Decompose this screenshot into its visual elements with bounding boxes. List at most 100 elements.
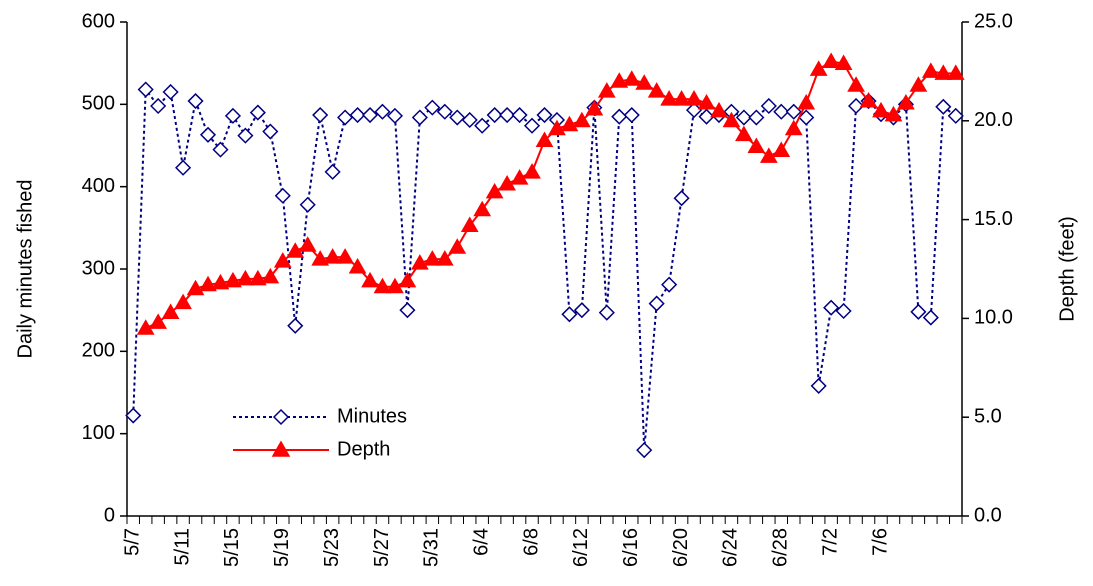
y2-axis-label: Depth (feet) xyxy=(1056,216,1078,322)
marker xyxy=(361,271,379,288)
marker xyxy=(336,248,354,264)
marker xyxy=(274,187,291,204)
x-tick-label: 6/28 xyxy=(770,528,792,567)
y2-tick-label: 0.0 xyxy=(974,504,1002,526)
marker xyxy=(710,101,728,118)
marker xyxy=(672,90,691,106)
x-tick-label: 7/2 xyxy=(819,528,841,556)
marker xyxy=(809,60,828,76)
x-tick-label: 5/15 xyxy=(221,528,243,567)
marker xyxy=(199,275,217,292)
marker xyxy=(411,109,428,126)
legend-label: Depth xyxy=(337,438,390,460)
x-tick-label: 6/20 xyxy=(670,528,692,567)
marker xyxy=(847,76,865,92)
marker xyxy=(386,107,404,124)
marker xyxy=(697,94,716,110)
marker xyxy=(399,302,416,319)
marker xyxy=(236,269,255,286)
marker xyxy=(698,108,715,125)
marker xyxy=(910,303,927,320)
marker xyxy=(859,92,878,108)
marker xyxy=(460,216,479,233)
marker xyxy=(535,131,554,148)
marker xyxy=(187,92,204,110)
marker xyxy=(398,271,417,288)
marker xyxy=(536,106,553,124)
y-tick-label: 100 xyxy=(82,422,115,444)
marker xyxy=(884,105,903,122)
marker xyxy=(474,117,491,134)
marker xyxy=(922,309,939,326)
marker xyxy=(287,317,304,334)
marker xyxy=(635,74,654,90)
marker xyxy=(324,163,341,180)
marker xyxy=(835,302,852,320)
marker xyxy=(149,313,168,329)
marker xyxy=(312,106,329,124)
x-tick-label: 6/8 xyxy=(520,528,542,556)
marker xyxy=(748,109,765,126)
marker xyxy=(337,109,354,126)
marker xyxy=(261,267,280,284)
marker xyxy=(772,141,791,157)
x-tick-label: 5/23 xyxy=(321,528,343,567)
marker xyxy=(523,117,541,134)
marker xyxy=(361,106,379,124)
marker xyxy=(848,97,865,115)
marker xyxy=(636,442,653,459)
marker xyxy=(286,242,305,258)
marker xyxy=(909,76,928,92)
marker xyxy=(934,64,953,80)
marker xyxy=(685,90,703,106)
marker xyxy=(610,72,629,88)
marker xyxy=(784,119,803,136)
x-tick-label: 6/12 xyxy=(570,528,592,567)
marker xyxy=(224,107,241,124)
y-tick-label: 200 xyxy=(82,340,115,362)
marker xyxy=(511,106,528,124)
marker xyxy=(199,126,217,143)
marker xyxy=(486,106,503,124)
marker xyxy=(946,64,965,80)
marker xyxy=(461,111,478,129)
marker xyxy=(822,52,841,69)
y2-tick-label: 20.0 xyxy=(974,109,1013,131)
marker xyxy=(648,295,665,312)
marker xyxy=(499,106,516,124)
marker xyxy=(797,94,816,110)
marker xyxy=(647,82,666,98)
y2-tick-label: 15.0 xyxy=(974,208,1013,230)
y-tick-label: 300 xyxy=(82,257,115,279)
x-tick-label: 5/11 xyxy=(171,528,193,565)
marker xyxy=(810,377,827,394)
marker xyxy=(485,182,504,199)
marker xyxy=(760,97,777,115)
marker xyxy=(622,70,641,86)
marker xyxy=(735,109,752,126)
x-tick-label: 5/19 xyxy=(271,528,293,567)
marker xyxy=(299,196,316,213)
marker xyxy=(436,103,453,120)
marker xyxy=(747,137,766,153)
marker xyxy=(150,97,167,115)
marker xyxy=(823,299,840,316)
y-tick-label: 600 xyxy=(82,10,115,32)
marker xyxy=(386,277,404,294)
marker xyxy=(175,159,192,176)
marker xyxy=(947,107,964,124)
y-tick-label: 500 xyxy=(82,93,115,115)
marker xyxy=(249,104,266,121)
marker xyxy=(298,236,317,252)
marker xyxy=(136,319,155,335)
x-tick-label: 5/7 xyxy=(122,528,144,556)
x-tick-label: 6/16 xyxy=(620,528,642,567)
marker xyxy=(498,175,516,191)
marker xyxy=(798,109,815,126)
marker xyxy=(424,99,441,116)
marker xyxy=(449,109,466,126)
x-tick-label: 7/6 xyxy=(869,528,891,556)
marker xyxy=(834,54,853,70)
marker xyxy=(448,238,467,254)
